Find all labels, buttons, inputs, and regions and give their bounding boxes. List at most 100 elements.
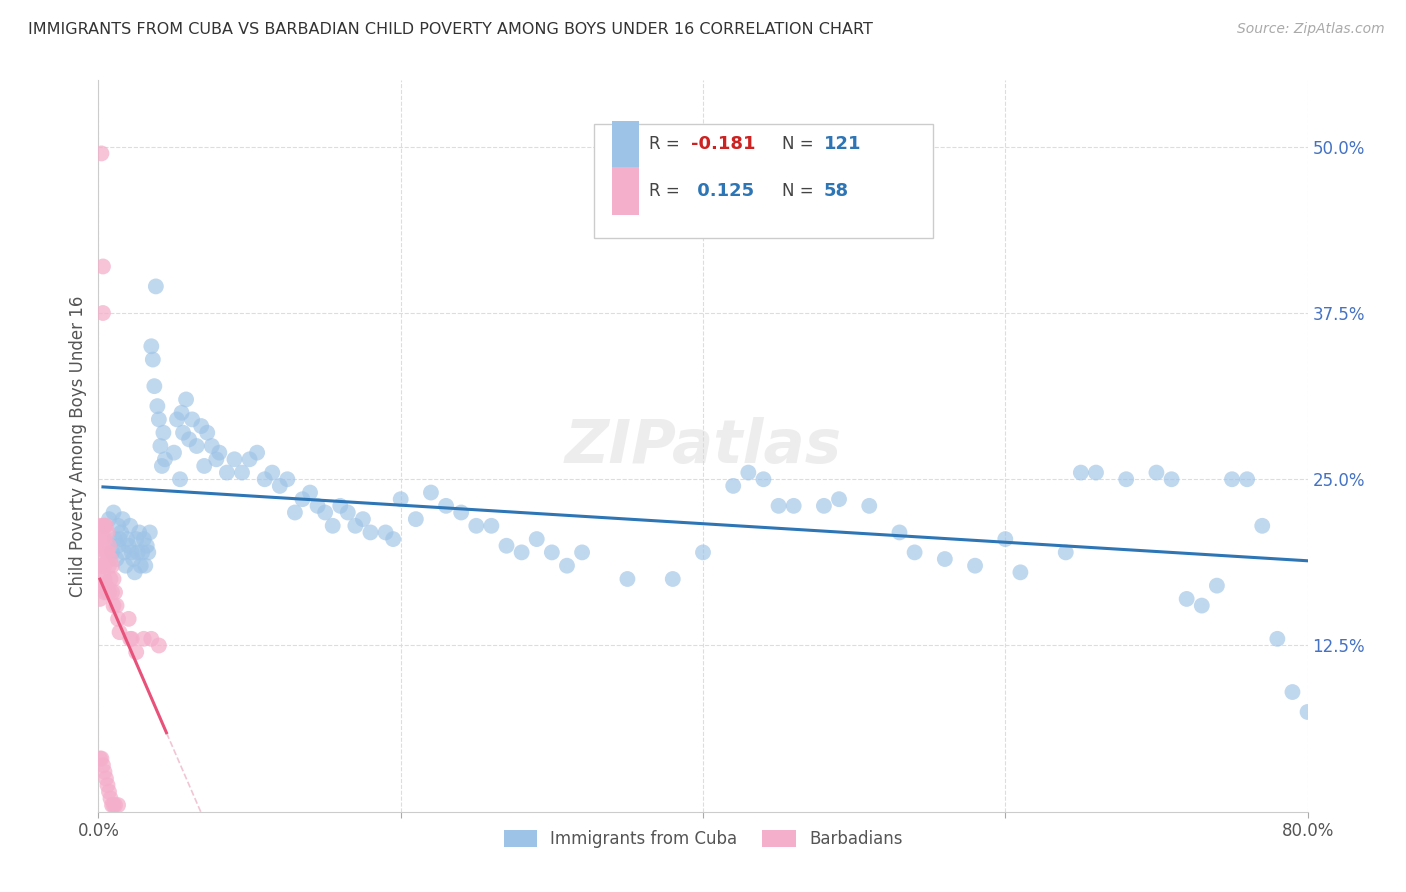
FancyBboxPatch shape [595,124,932,237]
Point [1281,685,1303,699]
Point [262,466,284,480]
Point [181,412,204,426]
Point [858,499,880,513]
Point [1160,472,1182,486]
Point [934,552,956,566]
Point [510,545,533,559]
Point [125,532,148,546]
Point [1296,705,1319,719]
Point [752,472,775,486]
Point [121,632,143,646]
Point [100,552,122,566]
Point [100,572,122,586]
Point [141,632,163,646]
Point [163,445,186,459]
Point [1175,591,1198,606]
Point [143,379,166,393]
Point [98,585,121,599]
Point [284,506,307,520]
Point [1054,545,1077,559]
Point [174,392,197,407]
Point [149,439,172,453]
Point [434,499,457,513]
Point [120,518,142,533]
Point [114,558,136,573]
Point [692,545,714,559]
Point [322,518,344,533]
Bar [613,167,638,215]
Point [107,539,129,553]
Point [205,452,228,467]
Point [90,525,112,540]
Point [616,572,638,586]
Point [215,466,238,480]
Point [465,518,488,533]
Point [195,425,218,440]
Point [450,506,472,520]
Point [994,532,1017,546]
Point [103,798,125,813]
Point [104,532,127,546]
Point [134,558,156,573]
Point [190,419,212,434]
Point [389,492,412,507]
Point [107,798,129,813]
Point [91,758,114,772]
Point [107,612,129,626]
Point [108,532,131,546]
Point [374,525,396,540]
Point [166,412,188,426]
Point [90,751,112,765]
Text: N =: N = [782,182,818,200]
Point [111,512,134,526]
Point [104,798,127,813]
Point [828,492,851,507]
Point [96,585,118,599]
Point [89,751,111,765]
Point [107,518,129,533]
Point [813,499,835,513]
Point [98,785,121,799]
Point [118,612,141,626]
Point [360,525,382,540]
Point [540,545,562,559]
Point [101,798,124,813]
Point [382,532,405,546]
Point [571,545,593,559]
Point [122,552,145,566]
Point [737,466,759,480]
Text: IMMIGRANTS FROM CUBA VS BARBADIAN CHILD POVERTY AMONG BOYS UNDER 16 CORRELATION : IMMIGRANTS FROM CUBA VS BARBADIAN CHILD … [28,22,873,37]
Point [1251,518,1274,533]
Point [269,479,291,493]
Point [344,518,367,533]
Point [1144,466,1167,480]
Point [152,425,174,440]
Point [148,639,170,653]
Point [172,425,194,440]
Point [1220,472,1243,486]
Point [89,518,111,533]
Point [1236,472,1258,486]
Point [481,518,503,533]
Point [94,518,117,533]
Point [307,499,329,513]
Point [108,625,131,640]
Point [132,532,155,546]
Point [124,566,146,580]
Point [101,585,124,599]
Point [93,518,115,533]
Point [224,452,246,467]
Point [201,439,224,453]
Text: 58: 58 [824,182,849,200]
Point [103,599,125,613]
Point [131,545,153,559]
Text: N =: N = [782,136,818,153]
Text: R =: R = [648,136,685,153]
Point [98,512,121,526]
Point [170,406,193,420]
Point [89,572,111,586]
Point [768,499,790,513]
Point [904,545,927,559]
Point [136,545,159,559]
Point [329,499,352,513]
